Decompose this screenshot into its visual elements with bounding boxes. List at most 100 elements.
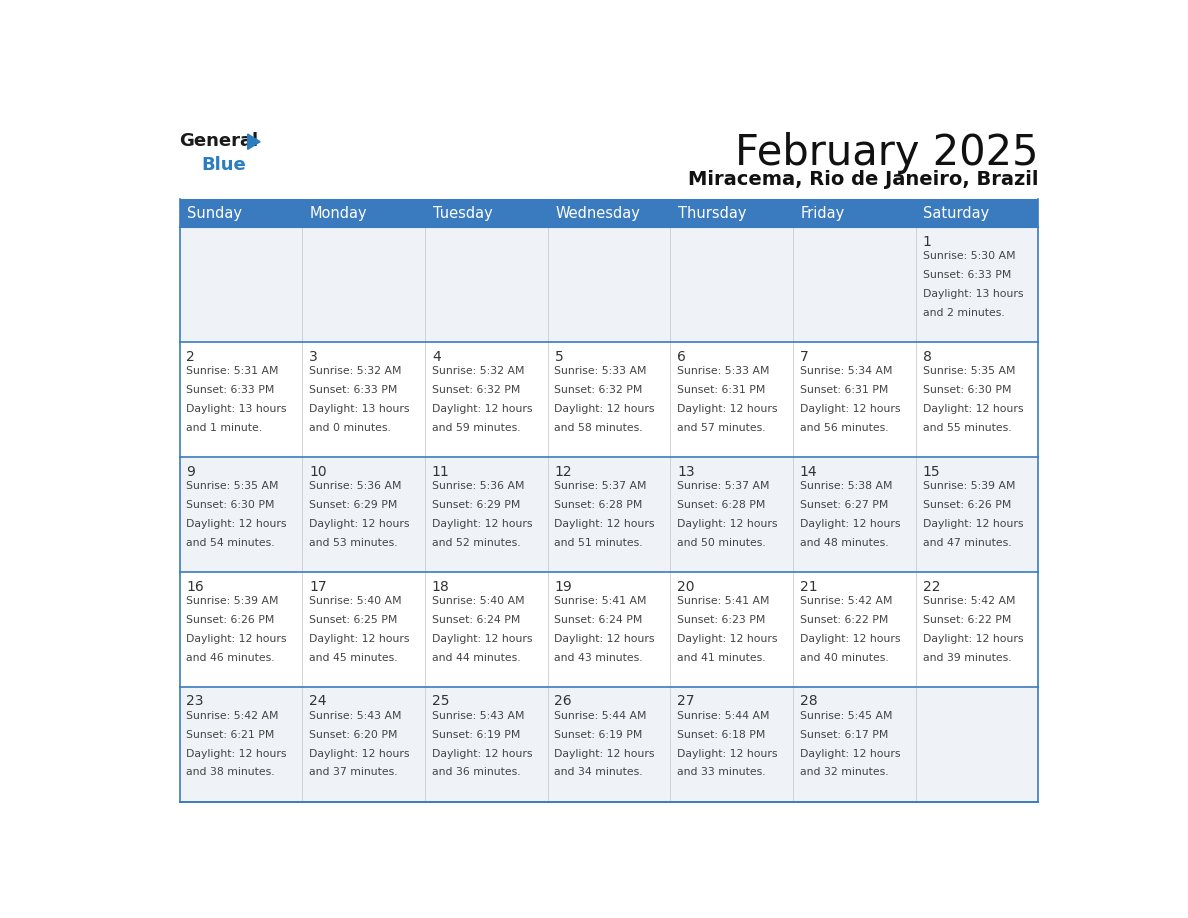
- Text: Sunrise: 5:35 AM: Sunrise: 5:35 AM: [187, 481, 279, 491]
- Text: Daylight: 12 hours: Daylight: 12 hours: [187, 519, 287, 529]
- Text: and 56 minutes.: and 56 minutes.: [800, 423, 889, 432]
- Text: Sunrise: 5:40 AM: Sunrise: 5:40 AM: [309, 596, 402, 606]
- Text: 3: 3: [309, 350, 318, 364]
- Text: Sunset: 6:22 PM: Sunset: 6:22 PM: [800, 615, 889, 624]
- Text: 8: 8: [923, 350, 931, 364]
- Text: and 47 minutes.: and 47 minutes.: [923, 538, 1011, 548]
- Text: and 57 minutes.: and 57 minutes.: [677, 423, 766, 432]
- Text: 9: 9: [187, 465, 195, 478]
- Text: and 0 minutes.: and 0 minutes.: [309, 423, 391, 432]
- Text: Sunrise: 5:43 AM: Sunrise: 5:43 AM: [309, 711, 402, 721]
- Text: Sunset: 6:22 PM: Sunset: 6:22 PM: [923, 615, 1011, 624]
- Text: Sunset: 6:20 PM: Sunset: 6:20 PM: [309, 730, 398, 740]
- Bar: [179, 572, 1038, 687]
- Text: Daylight: 12 hours: Daylight: 12 hours: [431, 633, 532, 644]
- Text: Sunrise: 5:33 AM: Sunrise: 5:33 AM: [677, 366, 770, 376]
- Text: and 1 minute.: and 1 minute.: [187, 423, 263, 432]
- Text: 14: 14: [800, 465, 817, 478]
- Text: Sunset: 6:18 PM: Sunset: 6:18 PM: [677, 730, 765, 740]
- Text: and 32 minutes.: and 32 minutes.: [800, 767, 889, 778]
- Text: Daylight: 12 hours: Daylight: 12 hours: [309, 633, 410, 644]
- Text: and 36 minutes.: and 36 minutes.: [431, 767, 520, 778]
- Text: Sunrise: 5:44 AM: Sunrise: 5:44 AM: [677, 711, 770, 721]
- Bar: [179, 342, 1038, 457]
- Text: and 46 minutes.: and 46 minutes.: [187, 653, 276, 663]
- Text: Sunrise: 5:36 AM: Sunrise: 5:36 AM: [309, 481, 402, 491]
- Text: Sunrise: 5:33 AM: Sunrise: 5:33 AM: [555, 366, 647, 376]
- Text: 2: 2: [187, 350, 195, 364]
- Text: Sunset: 6:24 PM: Sunset: 6:24 PM: [431, 615, 520, 624]
- Text: Sunrise: 5:41 AM: Sunrise: 5:41 AM: [677, 596, 770, 606]
- Text: Sunrise: 5:32 AM: Sunrise: 5:32 AM: [431, 366, 524, 376]
- Text: Miracema, Rio de Janeiro, Brazil: Miracema, Rio de Janeiro, Brazil: [688, 170, 1038, 189]
- Text: and 44 minutes.: and 44 minutes.: [431, 653, 520, 663]
- Text: Sunset: 6:26 PM: Sunset: 6:26 PM: [187, 615, 274, 624]
- Text: Daylight: 12 hours: Daylight: 12 hours: [555, 633, 655, 644]
- Text: and 59 minutes.: and 59 minutes.: [431, 423, 520, 432]
- Text: Sunrise: 5:39 AM: Sunrise: 5:39 AM: [923, 481, 1015, 491]
- Text: Daylight: 12 hours: Daylight: 12 hours: [677, 519, 778, 529]
- Text: Sunset: 6:19 PM: Sunset: 6:19 PM: [555, 730, 643, 740]
- Text: Sunset: 6:27 PM: Sunset: 6:27 PM: [800, 499, 889, 509]
- Text: Daylight: 12 hours: Daylight: 12 hours: [187, 633, 287, 644]
- Text: and 51 minutes.: and 51 minutes.: [555, 538, 643, 548]
- Text: Sunrise: 5:43 AM: Sunrise: 5:43 AM: [431, 711, 524, 721]
- Text: 5: 5: [555, 350, 563, 364]
- Text: and 45 minutes.: and 45 minutes.: [309, 653, 398, 663]
- Text: Sunset: 6:30 PM: Sunset: 6:30 PM: [923, 385, 1011, 395]
- Text: Sunset: 6:17 PM: Sunset: 6:17 PM: [800, 730, 889, 740]
- Text: Daylight: 12 hours: Daylight: 12 hours: [677, 633, 778, 644]
- Text: Daylight: 12 hours: Daylight: 12 hours: [800, 748, 901, 758]
- Text: 6: 6: [677, 350, 685, 364]
- Text: 11: 11: [431, 465, 449, 478]
- Text: Sunset: 6:26 PM: Sunset: 6:26 PM: [923, 499, 1011, 509]
- Text: Blue: Blue: [201, 156, 246, 174]
- Text: Thursday: Thursday: [678, 206, 746, 221]
- Text: Sunrise: 5:36 AM: Sunrise: 5:36 AM: [431, 481, 524, 491]
- Text: and 54 minutes.: and 54 minutes.: [187, 538, 276, 548]
- Text: Sunset: 6:29 PM: Sunset: 6:29 PM: [309, 499, 398, 509]
- Text: Sunrise: 5:34 AM: Sunrise: 5:34 AM: [800, 366, 892, 376]
- Text: 27: 27: [677, 694, 695, 709]
- Text: Daylight: 13 hours: Daylight: 13 hours: [923, 289, 1023, 299]
- Text: Daylight: 12 hours: Daylight: 12 hours: [431, 404, 532, 414]
- Text: 13: 13: [677, 465, 695, 478]
- Text: Daylight: 12 hours: Daylight: 12 hours: [431, 748, 532, 758]
- Text: Tuesday: Tuesday: [432, 206, 492, 221]
- Text: Daylight: 12 hours: Daylight: 12 hours: [187, 748, 287, 758]
- Text: and 48 minutes.: and 48 minutes.: [800, 538, 889, 548]
- Text: Sunrise: 5:45 AM: Sunrise: 5:45 AM: [800, 711, 892, 721]
- Text: Daylight: 12 hours: Daylight: 12 hours: [431, 519, 532, 529]
- Text: Sunrise: 5:41 AM: Sunrise: 5:41 AM: [555, 596, 647, 606]
- Text: Sunset: 6:33 PM: Sunset: 6:33 PM: [923, 270, 1011, 280]
- Text: and 33 minutes.: and 33 minutes.: [677, 767, 766, 778]
- Text: Sunset: 6:31 PM: Sunset: 6:31 PM: [677, 385, 765, 395]
- Text: and 37 minutes.: and 37 minutes.: [309, 767, 398, 778]
- Text: Sunset: 6:32 PM: Sunset: 6:32 PM: [555, 385, 643, 395]
- Text: Sunrise: 5:39 AM: Sunrise: 5:39 AM: [187, 596, 279, 606]
- Text: and 40 minutes.: and 40 minutes.: [800, 653, 889, 663]
- Text: Daylight: 12 hours: Daylight: 12 hours: [800, 404, 901, 414]
- Text: Daylight: 13 hours: Daylight: 13 hours: [309, 404, 410, 414]
- Text: and 53 minutes.: and 53 minutes.: [309, 538, 398, 548]
- Text: and 58 minutes.: and 58 minutes.: [555, 423, 643, 432]
- Text: and 43 minutes.: and 43 minutes.: [555, 653, 643, 663]
- Text: and 52 minutes.: and 52 minutes.: [431, 538, 520, 548]
- Text: 15: 15: [923, 465, 940, 478]
- Text: 12: 12: [555, 465, 573, 478]
- Text: Saturday: Saturday: [923, 206, 990, 221]
- Text: Sunset: 6:29 PM: Sunset: 6:29 PM: [431, 499, 520, 509]
- Text: Sunset: 6:25 PM: Sunset: 6:25 PM: [309, 615, 398, 624]
- Text: and 38 minutes.: and 38 minutes.: [187, 767, 276, 778]
- Bar: [179, 199, 1038, 227]
- Text: February 2025: February 2025: [734, 131, 1038, 174]
- Text: Daylight: 12 hours: Daylight: 12 hours: [923, 519, 1023, 529]
- Text: Friday: Friday: [801, 206, 845, 221]
- Text: Sunset: 6:24 PM: Sunset: 6:24 PM: [555, 615, 643, 624]
- Text: Sunrise: 5:37 AM: Sunrise: 5:37 AM: [555, 481, 647, 491]
- Text: Daylight: 12 hours: Daylight: 12 hours: [923, 404, 1023, 414]
- Text: Sunrise: 5:42 AM: Sunrise: 5:42 AM: [800, 596, 892, 606]
- Polygon shape: [248, 134, 260, 150]
- Text: and 2 minutes.: and 2 minutes.: [923, 308, 1004, 318]
- Text: 26: 26: [555, 694, 573, 709]
